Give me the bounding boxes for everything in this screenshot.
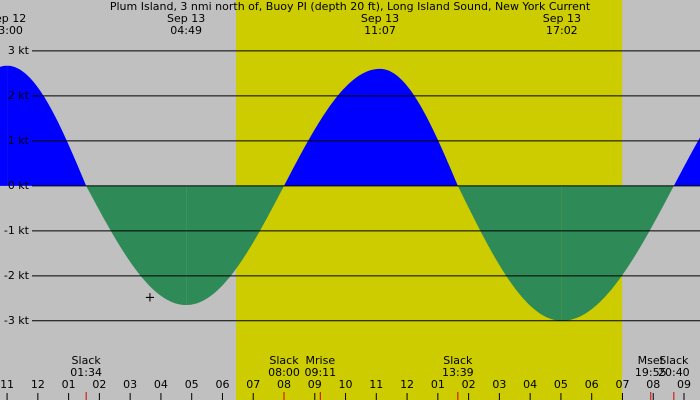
x-tick-label: 01	[431, 378, 445, 391]
x-tick-label: 07	[246, 378, 260, 391]
y-tick-label: 2 kt	[8, 89, 30, 102]
extreme-date: Sep 13	[361, 12, 399, 25]
current-area	[673, 137, 700, 186]
y-tick-label: -1 kt	[4, 224, 30, 237]
event-name: Slack	[443, 354, 473, 367]
x-tick-label: 09	[677, 378, 691, 391]
x-tick-label: 04	[523, 378, 537, 391]
event-name: Slack	[72, 354, 102, 367]
x-tick-label: 05	[554, 378, 568, 391]
event-name: Slack	[269, 354, 299, 367]
extreme-time: 04:49	[170, 24, 202, 37]
extreme-date: Sep 12	[0, 12, 26, 25]
x-tick-label: 11	[369, 378, 383, 391]
x-tick-label: 03	[492, 378, 506, 391]
extreme-time: 17:02	[546, 24, 578, 37]
current-area	[7, 65, 87, 186]
x-tick-label: 04	[154, 378, 168, 391]
x-tick-label: 06	[215, 378, 229, 391]
extreme-date: Sep 13	[543, 12, 581, 25]
event-name: Slack	[659, 354, 689, 367]
event-name: Mrise	[306, 354, 336, 367]
extreme-date: Sep 13	[167, 12, 205, 25]
current-area	[0, 65, 8, 186]
x-tick-label: 02	[462, 378, 476, 391]
current-area	[457, 185, 562, 321]
x-tick-label: 09	[308, 378, 322, 391]
current-area	[86, 185, 187, 306]
event-time: 20:40	[658, 366, 690, 379]
y-tick-label: 3 kt	[8, 44, 30, 57]
extreme-time: 11:07	[364, 24, 396, 37]
y-tick-label: 1 kt	[8, 134, 30, 147]
cursor-mark: +	[145, 291, 156, 306]
current-area	[284, 68, 380, 186]
x-tick-label: 05	[185, 378, 199, 391]
event-time: 08:00	[268, 366, 300, 379]
x-tick-label: 02	[92, 378, 106, 391]
current-area	[186, 185, 284, 306]
x-tick-label: 08	[646, 378, 660, 391]
current-area	[380, 68, 458, 186]
chart-title: Plum Island, 3 nmi north of, Buoy PI (de…	[110, 0, 591, 13]
event-time: 19:55	[635, 366, 667, 379]
y-tick-label: 0 kt	[8, 179, 30, 192]
x-tick-label: 01	[62, 378, 76, 391]
x-tick-label: 11	[0, 378, 14, 391]
x-tick-label: 03	[123, 378, 137, 391]
event-time: 01:34	[70, 366, 102, 379]
x-tick-label: 06	[585, 378, 599, 391]
event-time: 13:39	[442, 366, 474, 379]
event-time: 09:11	[304, 366, 336, 379]
y-tick-label: -3 kt	[4, 314, 30, 327]
y-tick-label: -2 kt	[4, 269, 30, 282]
x-tick-label: 12	[400, 378, 414, 391]
current-area	[561, 185, 674, 321]
extreme-time: 23:00	[0, 24, 23, 37]
x-tick-label: 12	[31, 378, 45, 391]
x-tick-label: 10	[339, 378, 353, 391]
x-tick-label: 08	[277, 378, 291, 391]
event-name: Mset	[638, 354, 665, 367]
x-tick-label: 07	[615, 378, 629, 391]
